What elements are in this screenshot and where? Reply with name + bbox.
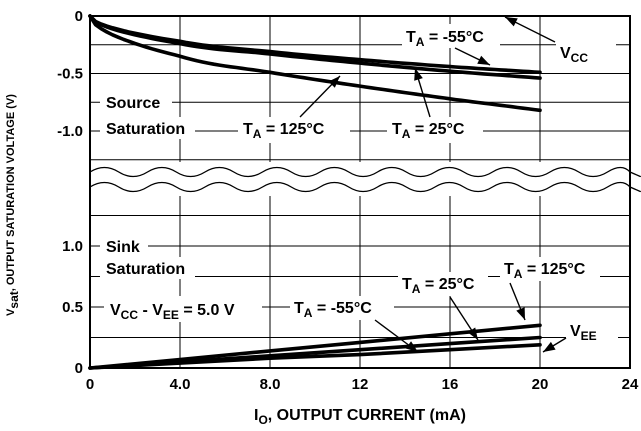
label-bg xyxy=(387,117,483,143)
source-temp-label-m55: TA = -55°C xyxy=(406,29,484,49)
x-tick-label: 20 xyxy=(532,376,549,393)
break-wave-lower xyxy=(89,181,641,193)
x-tick-label: 8.0 xyxy=(260,376,281,393)
source-label-line1: Source xyxy=(106,95,160,112)
label-bg xyxy=(104,296,262,322)
break-gap xyxy=(89,163,631,195)
sink-arrow-m55-head xyxy=(405,341,418,352)
label-bg xyxy=(238,117,350,143)
x-tick-label: 12 xyxy=(352,376,369,393)
y-tick-label-bottom: 1.0 xyxy=(62,238,83,255)
label-bg xyxy=(566,318,618,344)
vcc-arrow-head xyxy=(505,17,518,27)
label-bg xyxy=(398,272,488,296)
curves xyxy=(88,14,542,370)
label-bg xyxy=(100,117,195,139)
break-wave-upper xyxy=(89,166,641,178)
x-axis-label: IO, OUTPUT CURRENT (mA) xyxy=(254,407,466,427)
tick-labels: 0 4.0 8.0 12 16 20 24 0 -0.5 -1.0 0 0.5 1.0 xyxy=(57,8,639,393)
y-axis-label: Vsat, OUTPUT SATURATION VOLTAGE (V) xyxy=(5,94,21,316)
label-bg xyxy=(100,257,195,279)
source-curve-125 xyxy=(88,14,542,113)
axis-break xyxy=(89,163,641,195)
sink-arrow-25-head xyxy=(467,327,478,340)
label-bg xyxy=(100,235,148,257)
sink-temp-label-m55: TA = -55°C xyxy=(294,300,372,320)
source-label-line2: Saturation xyxy=(106,121,185,138)
annotations: IO, OUTPUT CURRENT (mA) Vsat, OUTPUT SATU… xyxy=(5,16,618,427)
label-bg xyxy=(290,296,394,320)
label-bg xyxy=(402,24,500,48)
source-temp-label-25: TA = 25°C xyxy=(392,121,465,141)
source-arrow-125-head xyxy=(328,76,340,88)
label-bg xyxy=(500,257,600,281)
label-bg xyxy=(556,40,616,66)
x-tick-label: 0 xyxy=(86,376,94,393)
y-tick-label-top: -0.5 xyxy=(57,66,83,83)
y-tick-label-bottom: 0 xyxy=(75,360,83,377)
supply-condition-label: VCC - VEE = 5.0 V xyxy=(110,302,235,322)
sink-curve-25 xyxy=(88,335,542,370)
x-tick-label: 16 xyxy=(442,376,459,393)
source-temp-label-125: TA = 125°C xyxy=(243,121,325,141)
vcc-label: VCC xyxy=(560,45,588,65)
sink-temp-label-125: TA = 125°C xyxy=(504,261,586,281)
y-tick-label-top: 0 xyxy=(75,8,83,25)
vee-arrow-head xyxy=(543,341,556,352)
sink-label-line2: Saturation xyxy=(106,261,185,278)
sink-temp-label-25: TA = 25°C xyxy=(402,276,475,296)
y-tick-label-bottom: 0.5 xyxy=(62,299,83,316)
source-curve-25 xyxy=(88,14,542,80)
x-tick-label: 4.0 xyxy=(170,376,191,393)
label-bg xyxy=(100,92,172,112)
sink-arrow-125-head xyxy=(516,307,525,320)
vee-label: VEE xyxy=(570,323,597,343)
plot-frame xyxy=(89,15,631,369)
sink-curve-125 xyxy=(88,323,542,370)
sink-label-line1: Sink xyxy=(106,239,140,256)
x-tick-label: 24 xyxy=(622,376,639,393)
source-arrow-m55-head xyxy=(477,55,490,65)
source-arrow-25-head xyxy=(414,68,423,81)
y-tick-label-top: -1.0 xyxy=(57,123,83,140)
source-curve-m55 xyxy=(88,14,542,75)
